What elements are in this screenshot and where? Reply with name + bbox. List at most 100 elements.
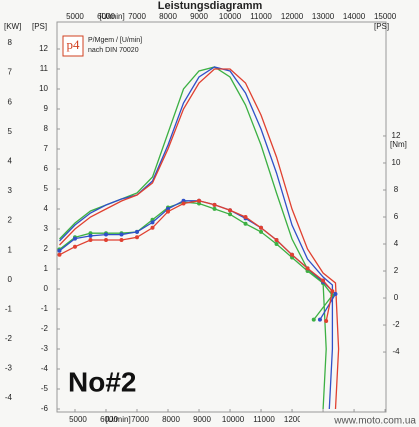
- series-marker: [150, 220, 155, 225]
- kw-tick-label: 8: [8, 38, 13, 47]
- y-tick-label: 0: [44, 284, 49, 293]
- series-marker: [57, 252, 62, 257]
- x-tick-label: 9000: [193, 415, 211, 424]
- series-marker: [212, 202, 217, 207]
- kw-tick-label: -4: [5, 393, 13, 402]
- series-marker: [290, 252, 295, 257]
- kw-tick-label: 4: [8, 156, 13, 165]
- y-tick-label: 9: [44, 104, 49, 113]
- series-marker: [228, 212, 233, 217]
- legend-logo: p4: [67, 37, 81, 52]
- y-tick-label: 1: [44, 264, 49, 273]
- y-tick-label: -1: [41, 304, 49, 313]
- y2-tick-label: 8: [394, 185, 399, 194]
- series-marker: [135, 229, 140, 234]
- kw-tick-label: 0: [8, 275, 13, 284]
- legend-text: nach DIN 70020: [88, 47, 139, 54]
- y2-tick-label: -2: [392, 320, 400, 329]
- series-marker: [119, 237, 124, 242]
- series-marker: [333, 291, 338, 296]
- series-line: [59, 201, 334, 320]
- x-tick-label: 6000: [100, 415, 118, 424]
- x-tick-label: 15000: [374, 12, 397, 21]
- y2-tick-label: 12: [392, 131, 401, 140]
- y2-tick-label: -4: [392, 347, 400, 356]
- y2-tick-label: 4: [394, 239, 399, 248]
- legend-text: P/Mgem / [U/min]: [88, 37, 142, 44]
- x-tick-label: 12000: [281, 12, 304, 21]
- y-tick-label: 5: [44, 184, 49, 193]
- series-marker: [103, 232, 108, 237]
- series-marker: [259, 225, 264, 230]
- series-marker: [243, 221, 248, 226]
- series-marker: [228, 208, 233, 213]
- y-tick-label: 7: [44, 144, 49, 153]
- kw-tick-label: 7: [8, 68, 13, 77]
- series-marker: [324, 318, 329, 323]
- y-axis-label: [PS]: [32, 22, 47, 31]
- kw-tick-label: 2: [8, 216, 13, 225]
- y-tick-label: -2: [41, 324, 49, 333]
- x-tick-label: 8000: [159, 12, 177, 21]
- series-marker: [197, 198, 202, 203]
- y-tick-label: 6: [44, 164, 49, 173]
- kw-tick-label: 3: [8, 186, 13, 195]
- kw-tick-label: 5: [8, 127, 13, 136]
- series-marker: [150, 225, 155, 230]
- series-marker: [119, 232, 124, 237]
- x-tick-label: 8000: [162, 415, 180, 424]
- x-axis-label-top: [U/min]: [99, 12, 124, 21]
- series-line: [59, 68, 340, 410]
- kw-tick-label: -2: [5, 334, 13, 343]
- series-marker: [166, 209, 171, 214]
- series-marker: [311, 317, 316, 322]
- y-tick-label: 3: [44, 224, 49, 233]
- y-tick-label: -3: [41, 344, 49, 353]
- y-tick-label: -5: [41, 384, 49, 393]
- series-marker: [135, 235, 140, 240]
- watermark-bg: [300, 414, 419, 427]
- annotation: No#2: [68, 366, 136, 397]
- series-marker: [103, 237, 108, 242]
- series-line: [59, 66, 334, 410]
- series-marker: [305, 266, 310, 271]
- y-tick-label: -6: [41, 404, 49, 413]
- series-marker: [330, 289, 335, 294]
- x-tick-label: 11000: [253, 415, 275, 424]
- kw-tick-label: 1: [8, 245, 13, 254]
- y-tick-label: 2: [44, 244, 49, 253]
- kw-tick-label: -1: [5, 304, 13, 313]
- series-marker: [321, 278, 326, 283]
- series-marker: [88, 237, 93, 242]
- y-axis-label-right: [PS]: [374, 22, 389, 31]
- x-tick-label: 7000: [131, 415, 149, 424]
- series-marker: [181, 201, 186, 206]
- x-tick-label: 9000: [190, 12, 208, 21]
- x-tick-label: 12000: [284, 415, 307, 424]
- legend-logo-box: [62, 35, 84, 57]
- x-tick-label: 10000: [219, 12, 242, 21]
- series-marker: [274, 242, 279, 247]
- series-marker: [88, 233, 93, 238]
- series-marker: [72, 236, 77, 241]
- kw-tick-label: -3: [5, 364, 13, 373]
- chart-title: Leistungsdiagramm: [158, 0, 263, 12]
- y2-axis-label: [Nm]: [390, 140, 407, 149]
- x-axis-label-bottom: [U/min]: [105, 415, 130, 424]
- y-tick-label: 4: [44, 204, 49, 213]
- x-tick-label: 7000: [128, 12, 146, 21]
- kw-tick-label: 6: [8, 97, 13, 106]
- series-marker: [212, 206, 217, 211]
- kw-axis-label: [KW]: [4, 22, 21, 31]
- series-marker: [72, 244, 77, 249]
- y-tick-label: 8: [44, 124, 49, 133]
- series-marker: [259, 229, 264, 234]
- x-tick-label: 10000: [222, 415, 245, 424]
- y-tick-label: 10: [39, 84, 48, 93]
- series-marker: [274, 237, 279, 242]
- y2-tick-label: 6: [394, 212, 399, 221]
- x-tick-label: 13000: [312, 12, 335, 21]
- series-marker: [317, 317, 322, 322]
